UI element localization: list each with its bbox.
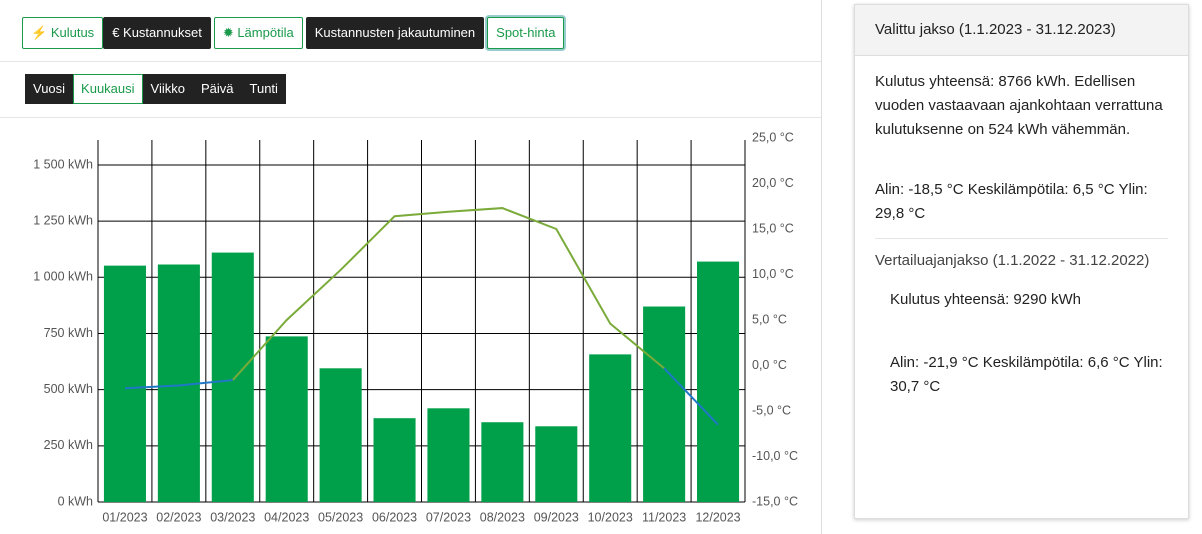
x-tick-label: 04/2023 — [264, 510, 309, 524]
bar — [589, 354, 632, 502]
compare-title: Vertailuajanjakso (1.1.2022 - 31.12.2022… — [875, 252, 1150, 269]
y2-tick-label: -15,0 °C — [752, 494, 798, 508]
divider — [0, 61, 821, 62]
temps: Alin: -18,5 °C Keskilämpötila: 6,5 °C Yl… — [875, 181, 1148, 222]
y2-tick-label: 10,0 °C — [752, 267, 794, 281]
bar — [643, 306, 686, 502]
x-tick-label: 03/2023 — [210, 510, 255, 524]
y-tick-label: 750 kWh — [44, 326, 93, 340]
tab[interactable]: ✹ Lämpötila — [213, 17, 303, 49]
y2-tick-label: 15,0 °C — [752, 221, 794, 235]
tab[interactable]: ⚡ Kulutus — [22, 17, 104, 49]
period-button[interactable]: Tunti — [241, 74, 286, 104]
compare-summary: Kulutus yhteensä: 9290 kWh — [890, 291, 1081, 308]
y2-tick-label: 25,0 °C — [752, 130, 794, 144]
temperature-line — [232, 207, 665, 381]
y-tick-label: 1 000 kWh — [33, 270, 93, 284]
y2-tick-label: 5,0 °C — [752, 312, 787, 326]
tab-label: Kulutus — [50, 25, 95, 40]
divider — [875, 238, 1168, 239]
x-tick-label: 11/2023 — [642, 510, 686, 524]
y-tick-label: 1 500 kWh — [33, 157, 93, 171]
tab-bar: ⚡ Kulutus € Kustannukset ✹ Lämpötila Kus… — [22, 17, 567, 49]
tab[interactable]: € Kustannukset — [103, 17, 211, 49]
bar — [697, 261, 740, 502]
bar — [427, 408, 470, 502]
tab-label: Kustannusten jakautuminen — [314, 25, 476, 40]
bar — [319, 368, 362, 502]
tab-label: Spot-hinta — [496, 25, 556, 40]
x-tick-label: 01/2023 — [102, 510, 147, 524]
x-tick-label: 10/2023 — [588, 510, 633, 524]
x-tick-label: 07/2023 — [426, 510, 471, 524]
y2-tick-label: 0,0 °C — [752, 358, 787, 372]
x-tick-label: 09/2023 — [534, 510, 579, 524]
x-tick-label: 05/2023 — [318, 510, 363, 524]
x-tick-label: 12/2023 — [695, 510, 740, 524]
x-tick-label: 06/2023 — [372, 510, 417, 524]
period-button[interactable]: Viikko — [142, 74, 193, 104]
period-bar: Vuosi Kuukausi Viikko Päivä Tunti — [25, 74, 286, 104]
card-title: Valittu jakso (1.1.2023 - 31.12.2023) — [855, 5, 1188, 56]
tab[interactable]: Kustannusten jakautuminen — [305, 17, 485, 49]
tab[interactable]: Spot-hinta — [487, 17, 565, 49]
period-button[interactable]: Kuukausi — [73, 74, 143, 104]
y2-tick-label: -10,0 °C — [752, 449, 798, 463]
tab-label: Lämpötila — [237, 25, 294, 40]
x-tick-label: 08/2023 — [480, 510, 525, 524]
summary-card: Valittu jakso (1.1.2023 - 31.12.2023) Ku… — [854, 4, 1189, 519]
bar — [535, 426, 578, 502]
compare-temps: Alin: -21,9 °C Keskilämpötila: 6,6 °C Yl… — [890, 354, 1163, 395]
period-button[interactable]: Vuosi — [25, 74, 74, 104]
y2-tick-label: 20,0 °C — [752, 176, 794, 190]
divider — [0, 117, 821, 118]
y-tick-label: 1 250 kWh — [33, 213, 93, 227]
summary: Kulutus yhteensä: 8766 kWh. Edellisen vu… — [875, 73, 1163, 138]
chart-panel: ⚡ Kulutus € Kustannukset ✹ Lämpötila Kus… — [0, 0, 822, 534]
bar — [373, 418, 416, 502]
y-tick-label: 500 kWh — [44, 382, 93, 396]
y-tick-label: 250 kWh — [44, 438, 93, 452]
x-tick-label: 02/2023 — [156, 510, 201, 524]
bar — [211, 252, 254, 502]
bar — [103, 265, 146, 502]
bar — [265, 336, 308, 502]
bar — [481, 422, 524, 502]
tab-label: Kustannukset — [123, 25, 202, 40]
period-button[interactable]: Päivä — [192, 74, 242, 104]
y2-tick-label: -5,0 °C — [752, 403, 791, 417]
y-tick-label: 0 kWh — [58, 494, 93, 508]
chart: 0 kWh 250 kWh 500 kWh 750 kWh 1 000 kWh 1 250… — [33, 130, 798, 524]
temperature-line — [124, 367, 719, 426]
